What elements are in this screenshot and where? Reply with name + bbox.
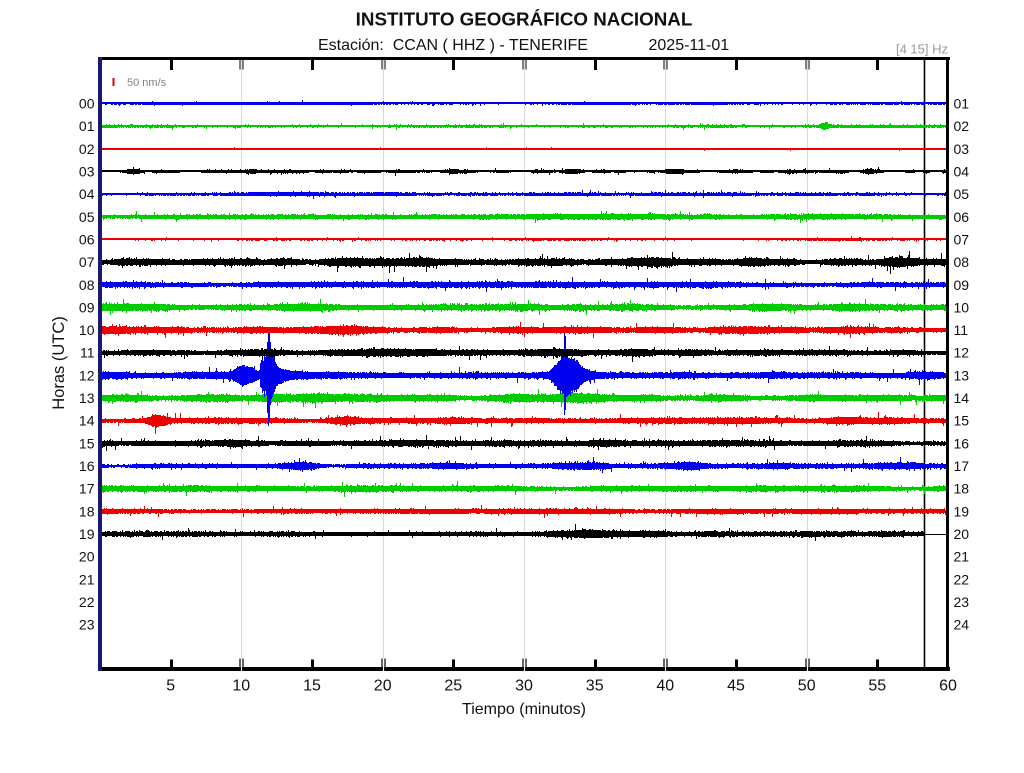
svg-text:06: 06 xyxy=(79,231,95,247)
svg-text:50: 50 xyxy=(798,678,816,695)
svg-text:18: 18 xyxy=(954,481,970,497)
svg-text:09: 09 xyxy=(954,277,970,293)
svg-text:01: 01 xyxy=(954,96,970,112)
svg-text:10: 10 xyxy=(954,299,970,315)
svg-text:01: 01 xyxy=(79,118,95,134)
svg-text:25: 25 xyxy=(444,678,462,695)
svg-text:5: 5 xyxy=(166,678,175,695)
svg-text:00: 00 xyxy=(79,96,95,112)
svg-text:23: 23 xyxy=(954,594,970,610)
svg-text:10: 10 xyxy=(79,322,95,338)
svg-text:08: 08 xyxy=(954,254,970,270)
svg-text:13: 13 xyxy=(954,367,970,383)
svg-text:13: 13 xyxy=(79,390,95,406)
svg-text:[4 15] Hz: [4 15] Hz xyxy=(896,42,948,57)
svg-text:16: 16 xyxy=(954,435,970,451)
svg-text:15: 15 xyxy=(954,413,970,429)
svg-text:19: 19 xyxy=(954,503,970,519)
svg-text:05: 05 xyxy=(954,186,970,202)
svg-text:04: 04 xyxy=(79,186,95,202)
svg-text:07: 07 xyxy=(79,254,95,270)
svg-text:22: 22 xyxy=(954,571,970,587)
svg-text:11: 11 xyxy=(80,345,95,361)
svg-text:19: 19 xyxy=(79,526,95,542)
svg-text:30: 30 xyxy=(515,678,533,695)
svg-text:50 nm/s: 50 nm/s xyxy=(127,77,167,89)
svg-text:60: 60 xyxy=(939,678,957,695)
svg-text:06: 06 xyxy=(954,209,970,225)
svg-text:35: 35 xyxy=(586,678,604,695)
svg-text:22: 22 xyxy=(79,594,95,610)
svg-text:Estación: CCAN ( HHZ ) - TENE: Estación: CCAN ( HHZ ) - TENERIFE xyxy=(318,37,588,54)
svg-text:40: 40 xyxy=(656,678,674,695)
svg-text:03: 03 xyxy=(954,141,970,157)
svg-text:23: 23 xyxy=(79,617,95,633)
svg-text:07: 07 xyxy=(954,231,970,247)
svg-text:20: 20 xyxy=(79,549,95,565)
svg-text:02: 02 xyxy=(954,118,970,134)
svg-text:15: 15 xyxy=(79,435,95,451)
svg-text:09: 09 xyxy=(79,299,95,315)
svg-text:05: 05 xyxy=(79,209,95,225)
svg-text:17: 17 xyxy=(954,458,970,474)
svg-text:21: 21 xyxy=(79,571,95,587)
svg-text:02: 02 xyxy=(79,141,95,157)
svg-text:10: 10 xyxy=(232,678,250,695)
svg-text:Horas (UTC): Horas (UTC) xyxy=(50,316,68,410)
svg-text:55: 55 xyxy=(868,678,886,695)
svg-text:20: 20 xyxy=(374,678,392,695)
svg-text:03: 03 xyxy=(79,164,95,180)
svg-text:15: 15 xyxy=(303,678,321,695)
svg-text:21: 21 xyxy=(954,549,970,565)
svg-text:INSTITUTO GEOGRÁFICO NACIONAL: INSTITUTO GEOGRÁFICO NACIONAL xyxy=(356,9,693,30)
svg-text:08: 08 xyxy=(79,277,95,293)
svg-text:45: 45 xyxy=(727,678,745,695)
svg-text:12: 12 xyxy=(79,367,95,383)
svg-text:12: 12 xyxy=(954,345,970,361)
svg-text:20: 20 xyxy=(954,526,970,542)
svg-text:18: 18 xyxy=(79,503,95,519)
svg-text:Tiempo (minutos): Tiempo (minutos) xyxy=(462,701,586,718)
svg-text:14: 14 xyxy=(79,413,95,429)
svg-text:17: 17 xyxy=(79,481,95,497)
svg-text:16: 16 xyxy=(79,458,95,474)
svg-text:04: 04 xyxy=(954,164,970,180)
svg-text:2025-11-01: 2025-11-01 xyxy=(649,37,730,54)
svg-text:24: 24 xyxy=(954,617,970,633)
svg-text:11: 11 xyxy=(954,322,969,338)
svg-text:14: 14 xyxy=(954,390,970,406)
